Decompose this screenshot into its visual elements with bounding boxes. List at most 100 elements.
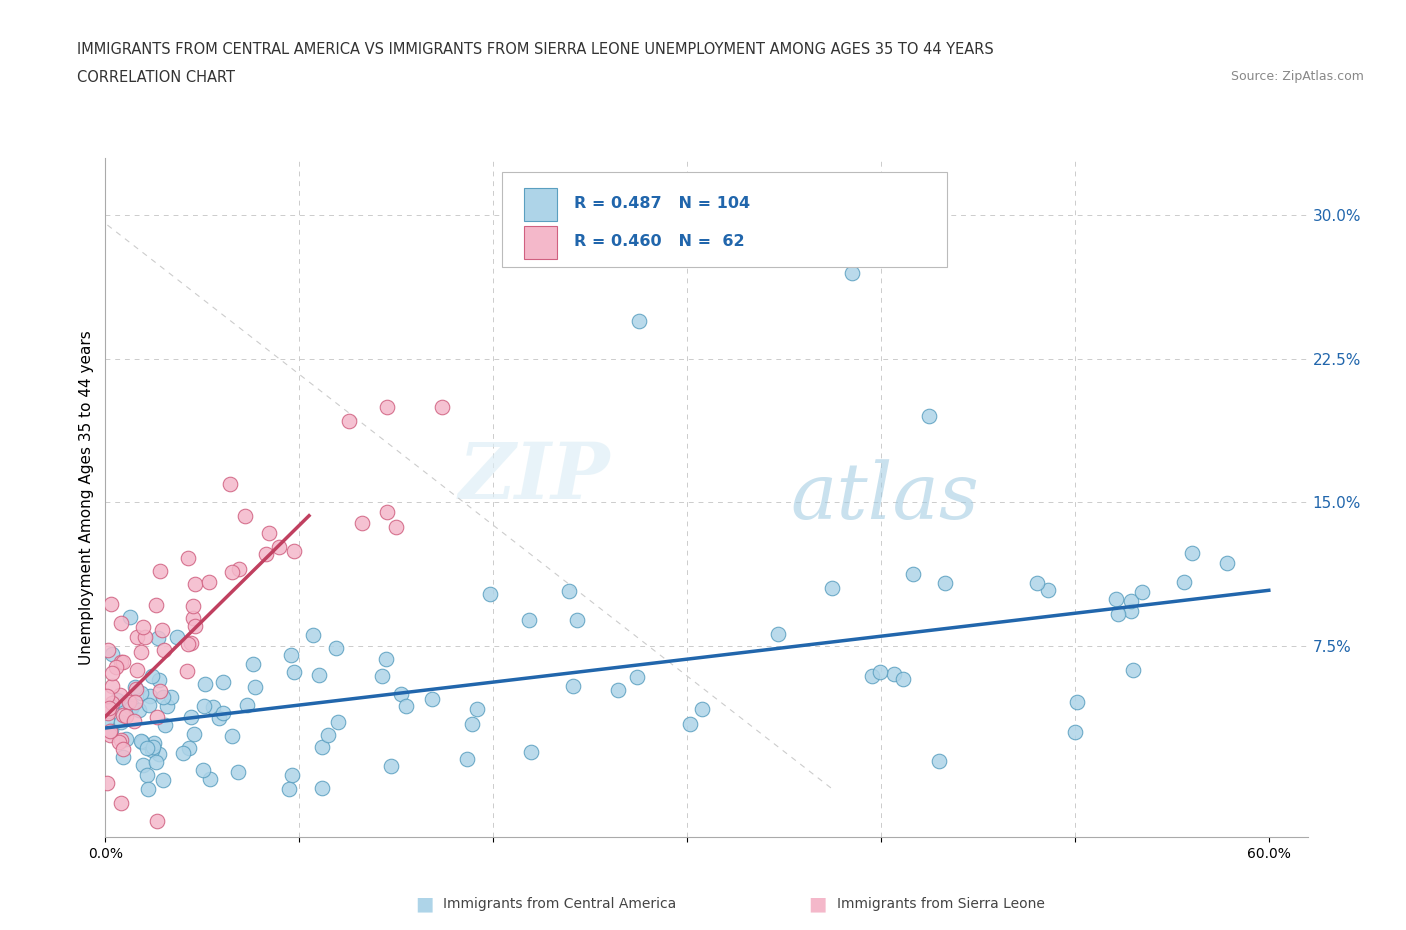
Point xyxy=(869,665,891,680)
Point xyxy=(883,666,905,681)
Point xyxy=(692,701,714,716)
Point xyxy=(928,753,950,768)
Point xyxy=(180,710,202,724)
Point xyxy=(120,700,142,715)
Point xyxy=(1216,556,1239,571)
Point xyxy=(125,630,148,644)
Point xyxy=(561,679,583,694)
Point xyxy=(100,666,122,681)
Point xyxy=(181,598,204,613)
Point xyxy=(110,733,132,748)
Point xyxy=(558,584,581,599)
Point xyxy=(226,764,249,779)
Text: R = 0.460   N =  62: R = 0.460 N = 62 xyxy=(574,234,745,249)
Point xyxy=(176,664,198,679)
Point xyxy=(520,745,543,760)
Text: ■: ■ xyxy=(808,895,827,913)
Point xyxy=(934,576,956,591)
FancyBboxPatch shape xyxy=(524,226,557,259)
Text: CORRELATION CHART: CORRELATION CHART xyxy=(77,70,235,85)
Point xyxy=(350,516,373,531)
Point xyxy=(149,684,172,698)
Point xyxy=(281,767,304,782)
Point xyxy=(1119,593,1142,608)
Point xyxy=(766,627,789,642)
Y-axis label: Unemployment Among Ages 35 to 44 years: Unemployment Among Ages 35 to 44 years xyxy=(79,330,94,665)
Point xyxy=(194,676,217,691)
Point xyxy=(146,631,169,645)
Point xyxy=(96,775,118,790)
Point xyxy=(316,727,339,742)
Point xyxy=(212,706,235,721)
Point xyxy=(131,757,153,772)
Point xyxy=(191,763,214,777)
Point xyxy=(283,665,305,680)
FancyBboxPatch shape xyxy=(524,188,557,220)
Point xyxy=(124,695,146,710)
Point xyxy=(131,734,153,749)
Point xyxy=(1038,582,1060,597)
Point xyxy=(302,628,325,643)
Point xyxy=(100,723,122,737)
Point xyxy=(118,694,141,709)
Point xyxy=(96,643,118,658)
Point xyxy=(141,669,163,684)
Point xyxy=(145,598,167,613)
Point xyxy=(420,691,443,706)
Point xyxy=(184,618,207,633)
Point xyxy=(467,701,489,716)
Point xyxy=(110,655,132,670)
Point xyxy=(139,689,162,704)
Point xyxy=(98,724,121,738)
Point xyxy=(679,717,702,732)
Point xyxy=(311,739,333,754)
Point xyxy=(860,669,883,684)
Point xyxy=(1064,724,1087,739)
Point xyxy=(377,504,399,519)
Point xyxy=(283,544,305,559)
Point xyxy=(183,577,205,591)
Text: ZIP: ZIP xyxy=(458,439,610,515)
Point xyxy=(101,678,124,693)
Point xyxy=(145,755,167,770)
Point xyxy=(100,646,122,661)
Point xyxy=(208,711,231,725)
Text: atlas: atlas xyxy=(790,459,980,536)
Point xyxy=(177,551,200,565)
Point xyxy=(200,772,222,787)
Point xyxy=(177,740,200,755)
Point xyxy=(242,657,264,671)
Point xyxy=(1105,591,1128,606)
Point xyxy=(118,610,141,625)
Point xyxy=(141,742,163,757)
Point xyxy=(891,671,914,686)
Point xyxy=(156,699,179,714)
Text: Source: ZipAtlas.com: Source: ZipAtlas.com xyxy=(1230,70,1364,83)
Point xyxy=(108,687,131,702)
Point xyxy=(110,616,132,631)
Point xyxy=(221,565,243,579)
Point xyxy=(1026,576,1049,591)
Text: R = 0.487   N = 104: R = 0.487 N = 104 xyxy=(574,196,751,211)
Point xyxy=(121,698,143,713)
Point xyxy=(267,539,290,554)
Point xyxy=(235,698,257,712)
Point xyxy=(202,699,225,714)
Point xyxy=(254,546,277,561)
Point xyxy=(132,620,155,635)
Point xyxy=(160,689,183,704)
Point xyxy=(152,690,174,705)
Point xyxy=(100,702,122,717)
Point xyxy=(100,596,122,611)
Point xyxy=(155,717,177,732)
Point xyxy=(110,795,132,810)
Point xyxy=(177,636,200,651)
Point xyxy=(1181,546,1204,561)
Point xyxy=(145,814,167,829)
Point xyxy=(111,742,134,757)
Text: Immigrants from Sierra Leone: Immigrants from Sierra Leone xyxy=(837,897,1045,911)
Point xyxy=(233,509,256,524)
Point xyxy=(148,672,170,687)
Point xyxy=(96,712,118,727)
Point xyxy=(278,782,301,797)
